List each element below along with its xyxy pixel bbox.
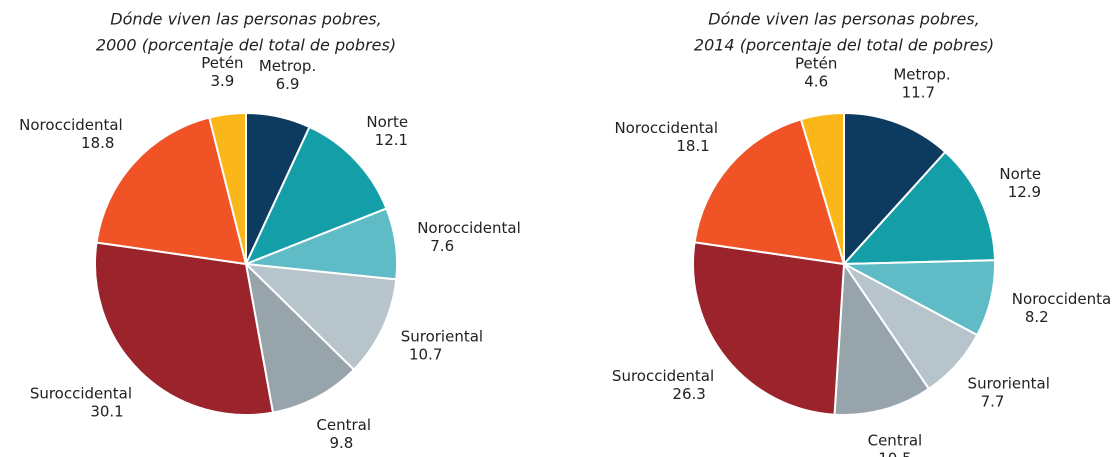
- pie-slice: [208, 111, 247, 265]
- slice-label: Suroccidental: [612, 367, 714, 385]
- slice-label: Noroccidental: [614, 119, 718, 137]
- chart-title: Dónde viven las personas pobres,: [110, 10, 381, 29]
- pie-slice: [692, 241, 846, 416]
- value-label: 26.3: [672, 385, 705, 403]
- slice-label: Petén: [795, 55, 837, 73]
- slice-label: Noroccidental: [19, 116, 123, 134]
- pie-slice: [799, 111, 845, 265]
- pie-slice: [243, 262, 398, 372]
- value-label: 30.1: [90, 402, 123, 420]
- value-label: 7.6: [430, 237, 454, 255]
- value-label: 4.6: [804, 73, 828, 91]
- pie-slice: [244, 125, 388, 266]
- value-label: 6.9: [276, 75, 300, 93]
- pie-slice: [693, 118, 846, 266]
- value-label: 9.8: [329, 434, 353, 452]
- value-label: 18.8: [81, 134, 114, 152]
- pie-slice: [244, 261, 356, 414]
- slice-label: Petén: [201, 54, 243, 72]
- chart-title: Dónde viven las personas pobres,: [708, 10, 979, 29]
- pie-slice: [843, 111, 947, 267]
- value-label: 8.2: [1025, 308, 1049, 326]
- value-label: 12.9: [1008, 183, 1041, 201]
- value-label: 12.1: [375, 131, 408, 149]
- chart-title: 2000 (porcentaje del total de pobres): [96, 36, 396, 55]
- slice-label: Noroccidental: [1012, 290, 1112, 308]
- value-label: 10.7: [409, 345, 442, 363]
- slice-label: Metrop.: [893, 65, 950, 83]
- pie-slice: [841, 150, 996, 266]
- slice-label: Suroccidental: [30, 384, 132, 402]
- pie-slice: [95, 116, 248, 266]
- chart-title: 2014 (porcentaje del total de pobres): [694, 36, 994, 55]
- pie-slice: [833, 261, 931, 416]
- value-label: 3.9: [210, 72, 234, 90]
- pie-slice: [94, 241, 275, 416]
- slice-label: Central: [868, 432, 923, 450]
- value-label: 11.7: [902, 83, 935, 101]
- slice-label: Suroriental: [968, 374, 1050, 392]
- slice-label: Central: [316, 416, 371, 434]
- slice-label: Suroriental: [401, 327, 483, 345]
- slice-label: Noroccidental: [417, 219, 521, 237]
- slice-label: Metrop.: [259, 57, 316, 75]
- value-label: 7.7: [981, 392, 1005, 410]
- value-label: 10.5: [878, 450, 911, 457]
- slice-label: Norte: [366, 113, 408, 131]
- slice-label: Norte: [999, 165, 1041, 183]
- value-label: 18.1: [676, 137, 709, 155]
